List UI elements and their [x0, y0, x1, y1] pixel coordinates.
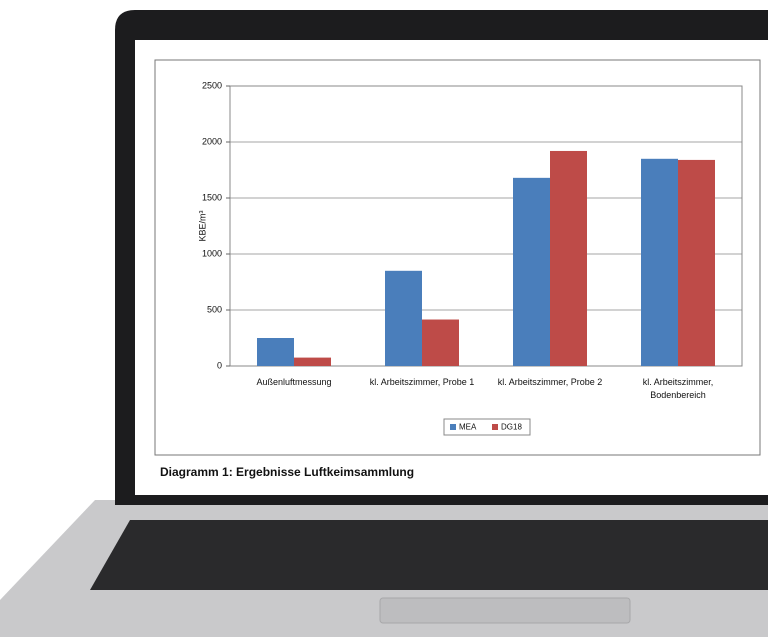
legend-box	[443, 418, 531, 436]
legend-label: DG18	[501, 423, 522, 432]
y-tick-label: 500	[207, 304, 222, 314]
x-tick-label: kl. Arbeitszimmer, Probe 1	[369, 377, 475, 387]
bar	[257, 338, 294, 366]
y-tick-label: 2500	[202, 80, 222, 90]
y-tick-label: 2000	[202, 136, 222, 146]
bar	[641, 158, 678, 366]
x-tick-label-box: kl. Arbeitszimmer, Probe 2	[497, 377, 603, 387]
keyboard	[90, 520, 768, 590]
x-tick-label-box: Außenluftmessung	[256, 377, 332, 387]
legend-swatch	[492, 424, 498, 430]
x-tick-label: Außenluftmessung	[256, 377, 332, 387]
legend-swatch	[450, 424, 456, 430]
plot: 0 500 1000 1500 2000 2500 Außenluftmessung kl. …	[202, 80, 743, 436]
bar	[513, 177, 550, 366]
x-tick-label-box: kl. Arbeitszimmer, Bodenbereich	[642, 377, 714, 400]
bar	[385, 270, 422, 366]
y-tick-label: 1000	[202, 248, 222, 258]
x-tick-label: kl. Arbeitszimmer, Bodenbereich	[642, 377, 714, 400]
y-tick-label: 0	[217, 360, 222, 370]
legend-label: MEA	[459, 423, 477, 432]
y-tick-label: 1500	[202, 192, 222, 202]
y-axis-label: KBE/m³	[197, 210, 207, 241]
x-tick-label: kl. Arbeitszimmer, Probe 2	[497, 377, 603, 387]
bar	[678, 159, 715, 366]
bar	[294, 357, 331, 366]
bar	[422, 319, 459, 366]
bar	[550, 150, 587, 366]
trackpad	[379, 597, 631, 624]
x-tick-label-box: kl. Arbeitszimmer, Probe 1	[369, 377, 475, 387]
chart-caption: Diagramm 1: Ergebnisse Luftkeimsammlung	[160, 465, 414, 479]
